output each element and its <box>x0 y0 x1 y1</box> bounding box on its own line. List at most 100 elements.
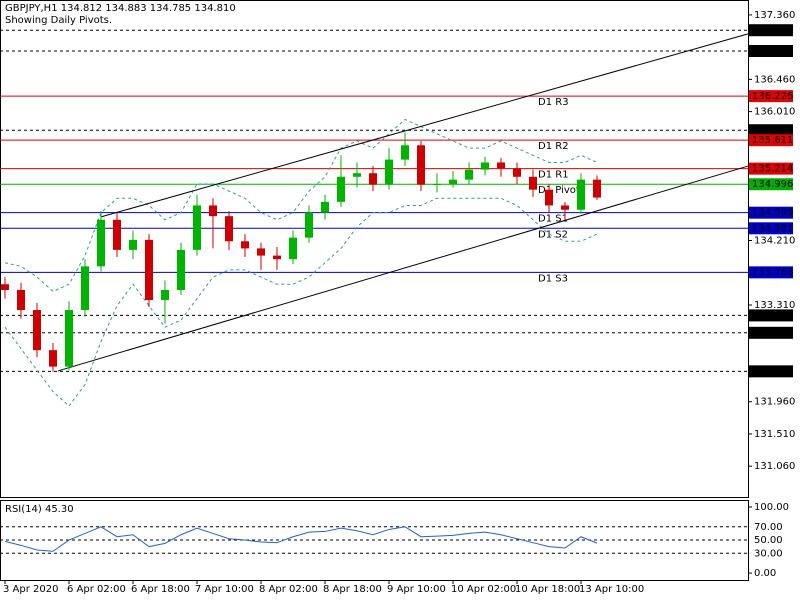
candle-body <box>1 284 9 290</box>
candle-body <box>321 201 329 213</box>
main-panel <box>0 0 749 498</box>
price-label: 135.611 <box>752 135 793 146</box>
y-tick-label: 137.360 <box>754 10 795 21</box>
candle-body <box>225 216 233 242</box>
price-label: 135.214 <box>752 164 793 175</box>
candle-body <box>113 219 121 250</box>
price-label: 133.766 <box>752 267 793 278</box>
x-tick-label: 8 Apr 18:00 <box>323 584 382 595</box>
band-upper <box>4 118 598 292</box>
price-label: 134.599 <box>752 208 793 219</box>
rsi-tick-label: 30.00 <box>754 548 783 559</box>
candle-body <box>385 159 393 185</box>
candle-body <box>497 162 505 169</box>
price-box <box>749 44 793 57</box>
candle-body <box>465 169 473 180</box>
candle-body <box>481 162 489 170</box>
price-label: 133.165 <box>752 310 793 321</box>
rsi-tick-label: 100.00 <box>754 502 789 513</box>
price-box <box>749 134 793 147</box>
rsi-title: RSI(14) 45.30 <box>5 504 74 515</box>
y-tick-label: 136.460 <box>754 74 795 85</box>
candle-body <box>353 173 361 177</box>
candle-body <box>513 168 521 177</box>
candle-body <box>369 173 377 185</box>
y-tick-label: 131.060 <box>754 461 795 472</box>
candle-body <box>289 237 297 260</box>
rsi-tick-label: 0.00 <box>754 568 776 579</box>
price-box <box>749 24 793 37</box>
y-tick-label: 131.960 <box>754 397 795 408</box>
candle-body <box>577 179 585 210</box>
level-name: D1 R3 <box>538 97 569 108</box>
candle-body <box>177 249 185 290</box>
candle-body <box>401 145 409 160</box>
band-lower <box>4 197 598 407</box>
level-name: D1 S2 <box>538 229 568 240</box>
candle-body <box>449 179 457 184</box>
y-tick-label: 131.510 <box>754 429 795 440</box>
x-tick-label: 10 Apr 18:00 <box>515 584 580 595</box>
price-box <box>749 365 793 378</box>
price-label: 132.384 <box>752 366 793 377</box>
price-label: 136.856 <box>752 46 793 57</box>
candle-body <box>193 205 201 250</box>
price-box <box>749 326 793 339</box>
candle-body <box>337 176 345 202</box>
level-name: D1 S3 <box>538 273 568 284</box>
price-box <box>749 222 793 235</box>
level-name: D1 Pivot <box>538 185 580 196</box>
price-label: 137.146 <box>752 25 793 36</box>
price-label: 135.750 <box>752 125 793 136</box>
level-name: D1 S1 <box>538 214 568 225</box>
candle-body <box>545 189 553 206</box>
candle-body <box>241 241 249 249</box>
candle-body <box>145 239 153 301</box>
level-name: D1 R2 <box>538 141 569 152</box>
candle-body <box>257 248 265 256</box>
price-box <box>749 90 793 103</box>
candle-body <box>593 179 601 198</box>
candle-body <box>129 239 137 250</box>
x-tick-label: 8 Apr 02:00 <box>259 584 318 595</box>
x-tick-label: 9 Apr 10:00 <box>387 584 446 595</box>
candle-body <box>17 289 25 311</box>
x-tick-label: 6 Apr 18:00 <box>131 584 190 595</box>
candle-body <box>417 145 425 185</box>
trendline <box>100 33 749 218</box>
price-box <box>749 266 793 279</box>
price-box <box>749 178 793 191</box>
x-tick-label: 6 Apr 02:00 <box>67 584 126 595</box>
price-label: 134.381 <box>752 223 793 234</box>
subtitle: Showing Daily Pivots. <box>5 15 112 26</box>
price-label: 136.226 <box>752 91 793 102</box>
price-box <box>749 124 793 137</box>
rsi-tick-label: 70.00 <box>754 522 783 533</box>
rsi-tick-label: 50.00 <box>754 535 783 546</box>
y-tick-label: 133.310 <box>754 300 795 311</box>
rsi-line <box>4 526 598 552</box>
x-tick-label: 7 Apr 10:00 <box>195 584 254 595</box>
y-tick-label: 136.010 <box>754 107 795 118</box>
x-tick-label: 10 Apr 02:00 <box>451 584 516 595</box>
price-box <box>749 206 793 219</box>
candle-body <box>561 205 569 210</box>
candle-body <box>433 183 441 185</box>
candle-body <box>305 212 313 238</box>
trendline <box>57 165 749 372</box>
candle-body <box>65 310 73 367</box>
x-tick-label: 3 Apr 2020 <box>3 584 58 595</box>
candle-body <box>33 310 41 351</box>
candle-body <box>529 176 537 190</box>
y-tick-label: 134.210 <box>754 236 795 247</box>
price-box <box>749 162 793 175</box>
level-name: D1 R1 <box>538 170 569 181</box>
price-label: 134.996 <box>752 179 793 190</box>
candle-body <box>209 205 217 217</box>
candle-body <box>97 219 105 267</box>
candle-body <box>273 255 281 260</box>
candle-body <box>81 266 89 311</box>
header: GBPJPY,H1 134.812 134.883 134.785 134.81… <box>5 3 236 14</box>
